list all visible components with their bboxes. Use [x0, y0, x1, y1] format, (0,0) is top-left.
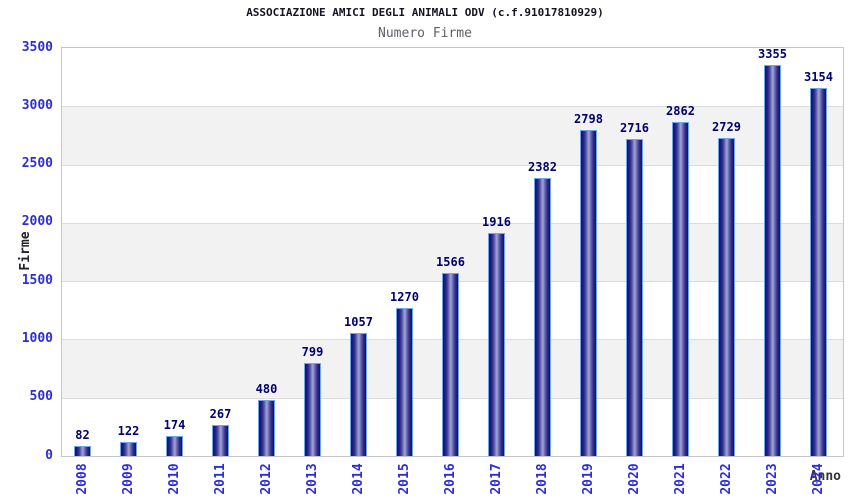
y-tick-label: 3500	[21, 39, 53, 55]
y-tick-label: 1000	[21, 330, 53, 346]
x-tick-label-2018: 2018	[534, 463, 550, 495]
x-tick-label-2008: 2008	[74, 463, 90, 495]
bar-2018	[534, 178, 551, 456]
y-tick-label: 500	[29, 389, 53, 405]
bar-2012	[258, 400, 275, 456]
y-tick-label: 2500	[21, 156, 53, 172]
bar-2022	[718, 138, 735, 456]
bar-2010	[166, 436, 183, 456]
bar-value-label: 3154	[804, 70, 833, 84]
bar-2016	[442, 273, 459, 456]
x-tick-label-2017: 2017	[488, 463, 504, 495]
bar-2011	[212, 425, 229, 456]
x-tick-label-2019: 2019	[580, 463, 596, 495]
x-tick-label-2012: 2012	[258, 463, 274, 495]
x-tick-label-2013: 2013	[304, 463, 320, 495]
x-tick-label-2023: 2023	[764, 463, 780, 495]
x-axis-label: Anno	[809, 469, 841, 484]
y-tick-label: 0	[45, 447, 53, 463]
x-tick-label-2021: 2021	[672, 463, 688, 495]
plot-area	[61, 47, 844, 457]
plot-band	[62, 222, 843, 282]
x-tick-label-2015: 2015	[396, 463, 412, 495]
bar-value-label: 1566	[436, 255, 465, 269]
bar-value-label: 1916	[482, 215, 511, 229]
y-tick-label: 1500	[21, 272, 53, 288]
gridline	[62, 106, 843, 108]
x-tick-label-2020: 2020	[626, 463, 642, 495]
bar-value-label: 3355	[758, 47, 787, 61]
bar-2024	[810, 88, 827, 456]
bar-value-label: 2729	[712, 120, 741, 134]
bar-2017	[488, 233, 505, 456]
chart-subtitle: Numero Firme	[378, 26, 472, 41]
gridline	[62, 164, 843, 166]
y-axis-label: Firme	[18, 231, 33, 271]
bar-value-label: 1057	[344, 315, 373, 329]
bar-2015	[396, 308, 413, 456]
bar-2021	[672, 122, 689, 456]
bar-value-label: 2798	[574, 112, 603, 126]
x-tick-label-2024: 2024	[810, 463, 826, 495]
bar-value-label: 799	[301, 345, 324, 359]
x-tick-label-2011: 2011	[212, 463, 228, 495]
x-tick-label-2016: 2016	[442, 463, 458, 495]
bar-2008	[74, 446, 91, 456]
chart-title: ASSOCIAZIONE AMICI DEGLI ANIMALI ODV (c.…	[246, 6, 604, 19]
bar-2014	[350, 333, 367, 456]
bar-value-label: 174	[163, 418, 186, 432]
bar-2019	[580, 130, 597, 456]
bar-value-label: 2716	[620, 121, 649, 135]
x-tick-label-2009: 2009	[120, 463, 136, 495]
bar-value-label: 2862	[666, 104, 695, 118]
bar-2013	[304, 363, 321, 456]
bar-value-label: 267	[209, 407, 232, 421]
plot-band	[62, 106, 843, 165]
y-tick-label: 3000	[21, 97, 53, 113]
bar-value-label: 82	[75, 428, 90, 442]
bar-value-label: 1270	[390, 290, 419, 304]
bar-value-label: 2382	[528, 160, 557, 174]
bar-value-label: 122	[117, 424, 140, 438]
x-tick-label-2022: 2022	[718, 463, 734, 495]
bar-2009	[120, 442, 137, 456]
y-tick-label: 2000	[21, 214, 53, 230]
bar-value-label: 480	[255, 382, 278, 396]
x-tick-label-2014: 2014	[350, 463, 366, 495]
x-tick-label-2010: 2010	[166, 463, 182, 495]
plot-band	[62, 48, 843, 107]
bar-2023	[764, 65, 781, 456]
plot-band	[62, 164, 843, 223]
gridline	[62, 222, 843, 224]
bar-2020	[626, 139, 643, 456]
